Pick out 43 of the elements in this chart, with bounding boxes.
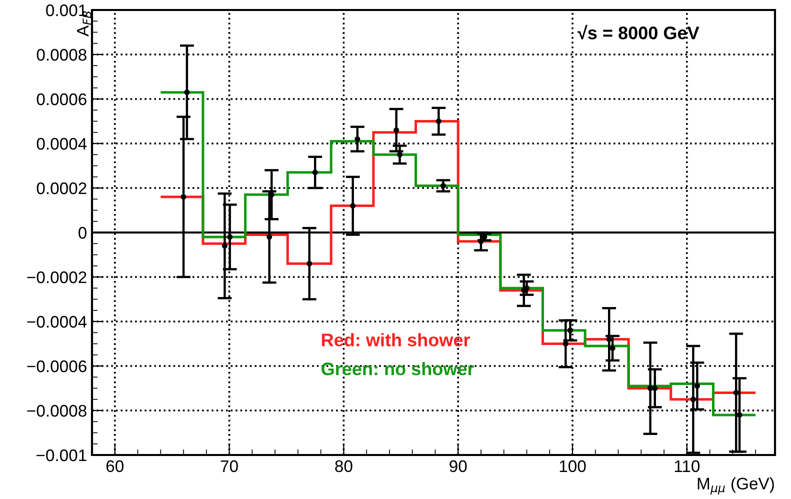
point [184,90,190,96]
point [610,345,616,351]
point [436,118,442,124]
point [733,390,739,396]
point [478,238,484,244]
point [606,336,612,342]
y-tick-label: −0.0002 [27,271,86,284]
text: Red: with shower [322,333,470,346]
point [227,234,233,240]
point [354,136,360,142]
x-tick-label: 70 [220,460,238,472]
x-tick-label: 90 [450,460,467,472]
point [690,396,696,402]
point [394,127,400,133]
y-tick-label: −0.0006 [27,360,86,372]
annotation: √s = 8000 GeV [578,24,700,40]
point [306,260,312,266]
y-tick-label: 0.0008 [36,48,86,61]
point [396,152,403,158]
point [440,182,446,189]
y-tick-label: 0.0004 [36,138,87,150]
point [648,385,654,392]
x-axis-title: M$_{μμ}$ (GeV) [698,477,774,494]
y-tick-label: −0.001 [36,449,86,462]
y-tick-label: 0.0002 [36,182,86,194]
point [567,328,573,334]
y-tick-label: 0 [78,226,86,239]
y-tick-label: 0.0006 [36,93,86,106]
point [652,385,658,392]
point [694,383,700,389]
x-tick-label: 100 [560,460,586,472]
text: Green: no shower [322,362,474,376]
point [736,412,742,418]
point [350,203,356,209]
x-tick-label: 80 [335,460,352,472]
x-tick-label: 60 [106,460,124,472]
point [180,194,186,200]
point [312,170,318,176]
x-tick-label: 110 [674,460,700,472]
point [222,243,228,249]
y-tick-label: −0.0008 [27,404,86,417]
y-tick-label: −0.0004 [27,316,87,328]
point [266,234,272,240]
